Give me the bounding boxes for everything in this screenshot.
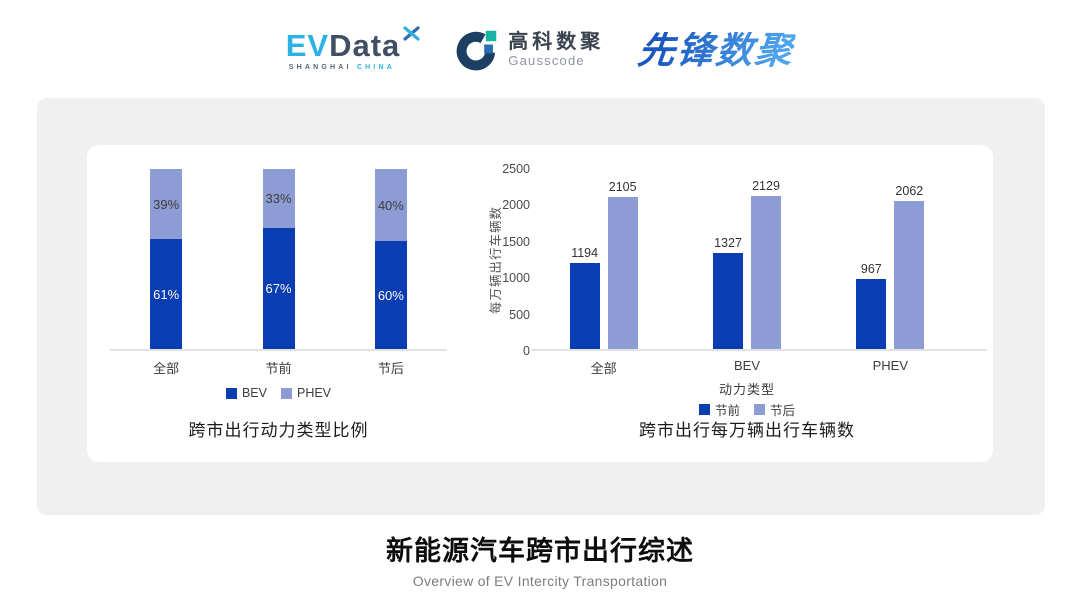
evdata-x-icon xyxy=(403,25,420,41)
bar-节后 xyxy=(607,197,638,349)
bar-value-label: 967 xyxy=(860,262,882,277)
x-axis-title: 动力类型 xyxy=(718,382,775,397)
bar-segment-bev: 67% xyxy=(262,228,295,349)
bar-value-label: 33% xyxy=(265,191,292,207)
evdata-wordmark: EV Data xyxy=(285,25,422,63)
y-tick-label: 1500 xyxy=(502,234,530,249)
category-label: PHEV xyxy=(872,358,909,373)
stacked-bar-plot: 39% 61% 33% 67% 40% 60% xyxy=(110,169,447,351)
pioneer-logo: 先锋数聚 xyxy=(636,29,797,71)
bar-节后 xyxy=(894,200,925,349)
evdata-china-text: CHINA xyxy=(356,63,395,71)
bar-value-label: 40% xyxy=(377,197,404,213)
category-label: 节前 xyxy=(265,361,292,376)
gausscode-wordmark: 高科数聚 Gausscode xyxy=(508,31,604,69)
y-axis: 0 500 1000 1500 2000 2500 xyxy=(495,162,530,358)
evdata-subtext: SHANGHAI CHINA xyxy=(286,64,422,71)
legend: BEV PHEV xyxy=(110,386,447,400)
bar-value-label: 1194 xyxy=(571,246,599,261)
evdata-ev-text: EV xyxy=(285,27,330,63)
stacked-bar: 40% 60% xyxy=(374,169,407,349)
gausscode-en-text: Gausscode xyxy=(508,53,585,69)
y-tick-label: 500 xyxy=(509,307,530,322)
legend-swatch xyxy=(754,404,765,415)
bar-with-label: 1194 xyxy=(569,169,600,349)
bar-with-label: 967 xyxy=(856,169,887,349)
bar-value-label: 67% xyxy=(265,281,292,297)
legend-swatch xyxy=(280,387,292,399)
bar-value-label: 39% xyxy=(153,196,180,212)
legend-label: 节前 xyxy=(714,404,740,418)
grouped-bar-plot: 1194 2105 1327 2129 967 2062 xyxy=(532,169,987,351)
y-tick-label: 2500 xyxy=(502,162,530,176)
category-label: BEV xyxy=(733,358,761,373)
bar-with-label: 2105 xyxy=(607,169,638,349)
x-axis-categories: 全部 节前 节后 xyxy=(110,358,447,376)
bar-with-label: 2129 xyxy=(751,169,781,349)
bar-value-label: 2105 xyxy=(608,180,637,195)
legend: 节前 节后 xyxy=(532,400,962,419)
report-card: 39% 61% 33% 67% 40% 60% 全部 节前 节后 BEV PHEV 跨市出行动力… xyxy=(37,98,1045,515)
y-tick-label: 0 xyxy=(523,344,530,358)
stacked-bar: 39% 61% xyxy=(150,169,183,349)
legend-swatch xyxy=(225,387,237,399)
legend-item: 节后 xyxy=(754,400,795,419)
bar-value-label: 60% xyxy=(377,287,404,303)
footer: 新能源汽车跨市出行综述 Overview of EV Intercity Tra… xyxy=(0,529,1080,589)
bar-segment-bev: 61% xyxy=(150,239,183,349)
gausscode-logo: 高科数聚 Gausscode xyxy=(455,28,604,72)
legend-swatch xyxy=(698,404,710,415)
chart-title: 跨市出行动力类型比例 xyxy=(188,421,369,440)
bar-节后 xyxy=(751,195,781,349)
bar-value-label: 2129 xyxy=(752,178,780,193)
bar-value-label: 61% xyxy=(153,286,180,302)
chart-title: 跨市出行每万辆出行车辆数 xyxy=(639,421,855,440)
bars-area: 1194 2105 1327 2129 967 2062 xyxy=(532,169,962,349)
category-label: 节后 xyxy=(377,361,404,376)
legend-label: 节后 xyxy=(770,404,796,418)
legend-label: BEV xyxy=(241,386,267,400)
bar-group: 1327 2129 xyxy=(713,169,781,349)
gausscode-cn-text: 高科数聚 xyxy=(508,31,605,54)
bar-value-label: 2062 xyxy=(895,183,924,198)
bar-节前 xyxy=(713,253,743,349)
bar-group: 967 2062 xyxy=(856,169,925,349)
legend-label: PHEV xyxy=(296,386,332,400)
bar-节前 xyxy=(856,279,887,349)
legend-item: BEV xyxy=(225,386,267,400)
evdata-shanghai-text: SHANGHAI xyxy=(288,63,352,71)
y-tick-label: 2000 xyxy=(502,198,530,213)
bar-value-label: 1327 xyxy=(714,236,742,251)
stacked-bar: 33% 67% xyxy=(262,169,295,349)
page-title: 新能源汽车跨市出行综述 xyxy=(386,536,694,566)
bar-segment-bev: 60% xyxy=(374,241,407,349)
bar-with-label: 1327 xyxy=(713,169,743,349)
page-subtitle: Overview of EV Intercity Transportation xyxy=(412,573,668,589)
category-label: 全部 xyxy=(153,361,180,376)
y-tick-label: 1000 xyxy=(502,271,530,286)
bar-segment-phev: 39% xyxy=(150,169,183,240)
bar-group: 1194 2105 xyxy=(569,169,638,349)
header-logos: EV Data SHANGHAI CHINA 高科数聚 Gausscode xyxy=(0,14,1080,86)
charts-panel: 39% 61% 33% 67% 40% 60% 全部 节前 节后 BEV PHEV 跨市出行动力… xyxy=(87,145,993,462)
bar-节前 xyxy=(569,263,600,349)
gausscode-g-icon xyxy=(456,30,497,71)
evdata-logo: EV Data SHANGHAI CHINA xyxy=(285,25,422,71)
x-axis-categories: 全部 BEV PHEV xyxy=(532,358,962,376)
bar-segment-phev: 40% xyxy=(374,169,407,241)
legend-item: PHEV xyxy=(280,386,332,400)
bar-with-label: 2062 xyxy=(894,169,925,349)
legend-item: 节前 xyxy=(698,400,740,419)
category-label: 全部 xyxy=(590,361,617,376)
bar-segment-phev: 33% xyxy=(262,169,295,229)
evdata-data-text: Data xyxy=(329,27,401,63)
